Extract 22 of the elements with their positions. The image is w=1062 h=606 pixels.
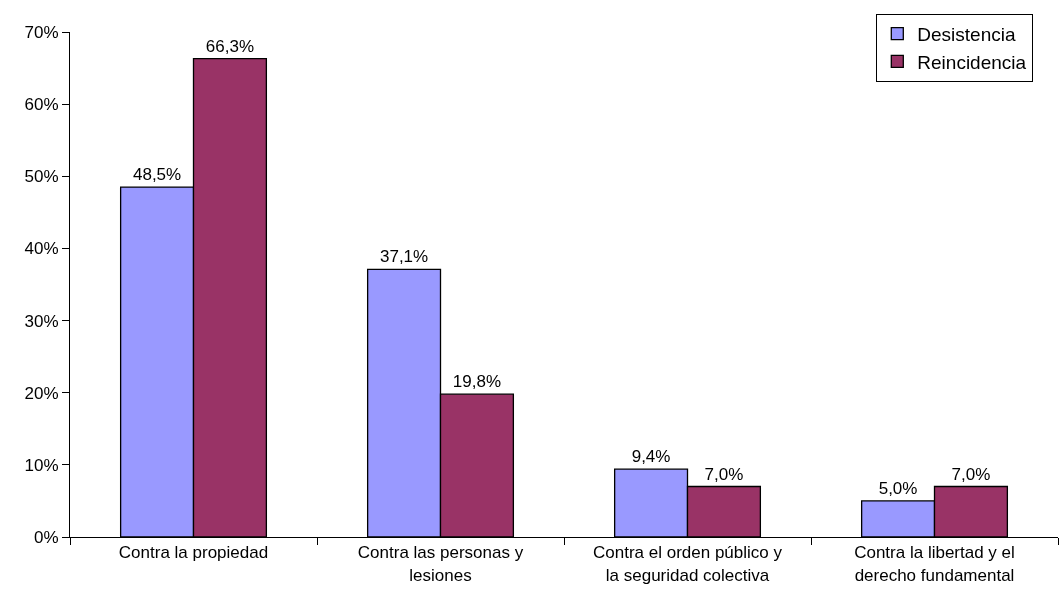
data-label: 37,1% [379,247,429,267]
y-tick-label: 50% [24,167,59,187]
x-tick-label: Contra la libertad y el derecho fundamental [854,543,1015,585]
data-label: 7,0% [704,464,744,484]
y-tick-label: 0% [34,527,59,547]
y-tick-label: 40% [24,239,59,259]
data-label: 48,5% [132,165,182,185]
y-tick-label: 20% [24,383,59,403]
data-label: 7,0% [951,464,991,484]
y-tick-label: 10% [24,455,59,475]
data-label: 66,3% [205,36,255,56]
x-tick-label: Contra el orden público y la seguridad colectiva [592,543,783,585]
legend-label: Reincidencia [917,51,1027,73]
x-tick-label: Contra la propiedad [118,543,269,563]
y-tick-label: 30% [24,311,59,331]
data-label: 9,4% [631,447,671,467]
legend-label: Desistencia [917,24,1016,46]
x-tick-label: Contra las personas y lesiones [357,543,524,585]
data-label: 5,0% [878,478,918,498]
y-tick-label: 60% [24,95,59,115]
y-tick-label: 70% [24,22,59,42]
data-label: 19,8% [452,372,502,392]
